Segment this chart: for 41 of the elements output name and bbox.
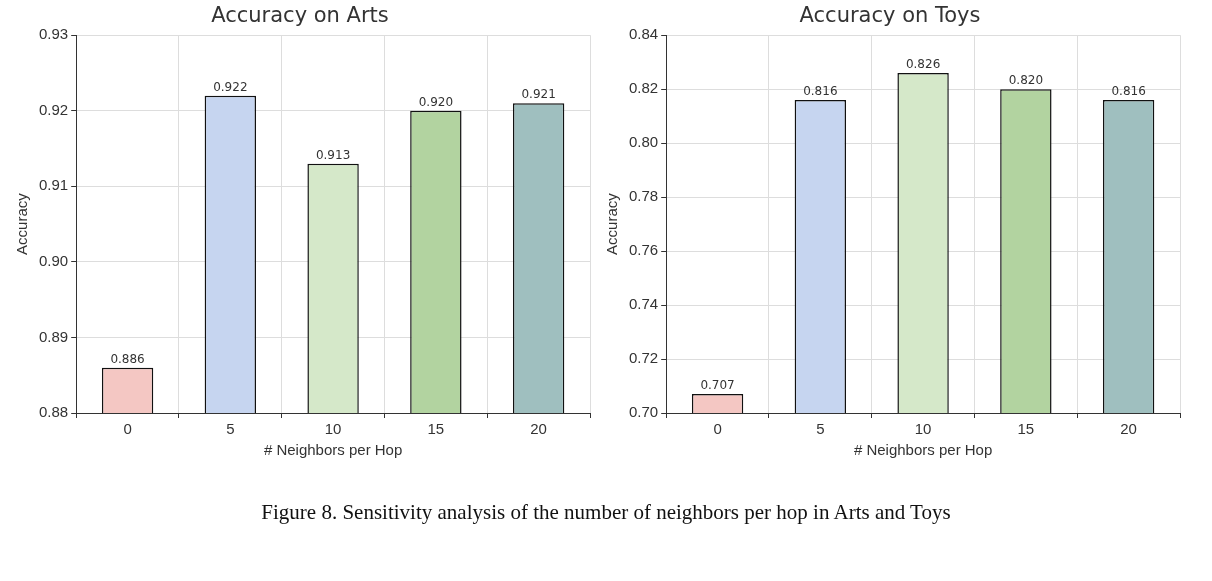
y-tick-label: 0.88	[38, 403, 69, 421]
data-label: 0.820	[1008, 73, 1044, 88]
x-tick-label: 5	[816, 420, 825, 438]
data-label: 0.913	[315, 147, 351, 162]
x-tick-label: 0	[713, 420, 722, 438]
chart-title: Accuracy on Toys	[799, 3, 981, 28]
x-tick-label: 20	[1120, 420, 1137, 438]
y-tick-label: 0.72	[628, 349, 659, 367]
y-axis-title: Accuracy	[13, 192, 31, 255]
x-tick-label: 15	[1017, 420, 1035, 438]
data-label: 0.826	[905, 57, 941, 72]
data-label: 0.816	[1111, 84, 1146, 99]
chart-title: Accuracy on Arts	[211, 3, 389, 28]
x-axis-title: # Neighbors per Hop	[263, 441, 403, 459]
y-tick-label: 0.90	[38, 252, 69, 270]
x-tick-label: 10	[914, 420, 932, 438]
caption: Figure 8. Sensitivity analysis of the number of neighbors per hop in Arts and Toys	[260, 500, 952, 525]
data-label: 0.920	[418, 94, 454, 109]
x-tick-label: 10	[324, 420, 342, 438]
y-tick-label: 0.82	[628, 79, 659, 97]
data-label: 0.886	[110, 351, 145, 366]
y-tick-label: 0.76	[628, 241, 659, 259]
x-axis-title: # Neighbors per Hop	[853, 441, 993, 459]
y-tick-label: 0.91	[38, 176, 69, 194]
x-tick-label: 0	[123, 420, 132, 438]
y-tick-label: 0.70	[628, 403, 659, 421]
y-tick-label: 0.74	[628, 295, 659, 313]
y-tick-label: 0.78	[628, 187, 659, 205]
y-tick-label: 0.89	[38, 327, 69, 345]
y-tick-label: 0.80	[628, 133, 659, 151]
x-tick-label: 20	[530, 420, 547, 438]
y-tick-label: 0.93	[38, 25, 69, 43]
data-label: 0.922	[213, 79, 248, 94]
y-tick-label: 0.92	[38, 100, 69, 118]
data-label: 0.707	[700, 378, 735, 393]
y-tick-label: 0.84	[628, 25, 659, 43]
y-axis-title: Accuracy	[603, 192, 621, 255]
data-label: 0.816	[803, 84, 838, 99]
x-tick-label: 5	[226, 420, 235, 438]
x-tick-label: 15	[427, 420, 445, 438]
data-label: 0.921	[521, 87, 556, 102]
